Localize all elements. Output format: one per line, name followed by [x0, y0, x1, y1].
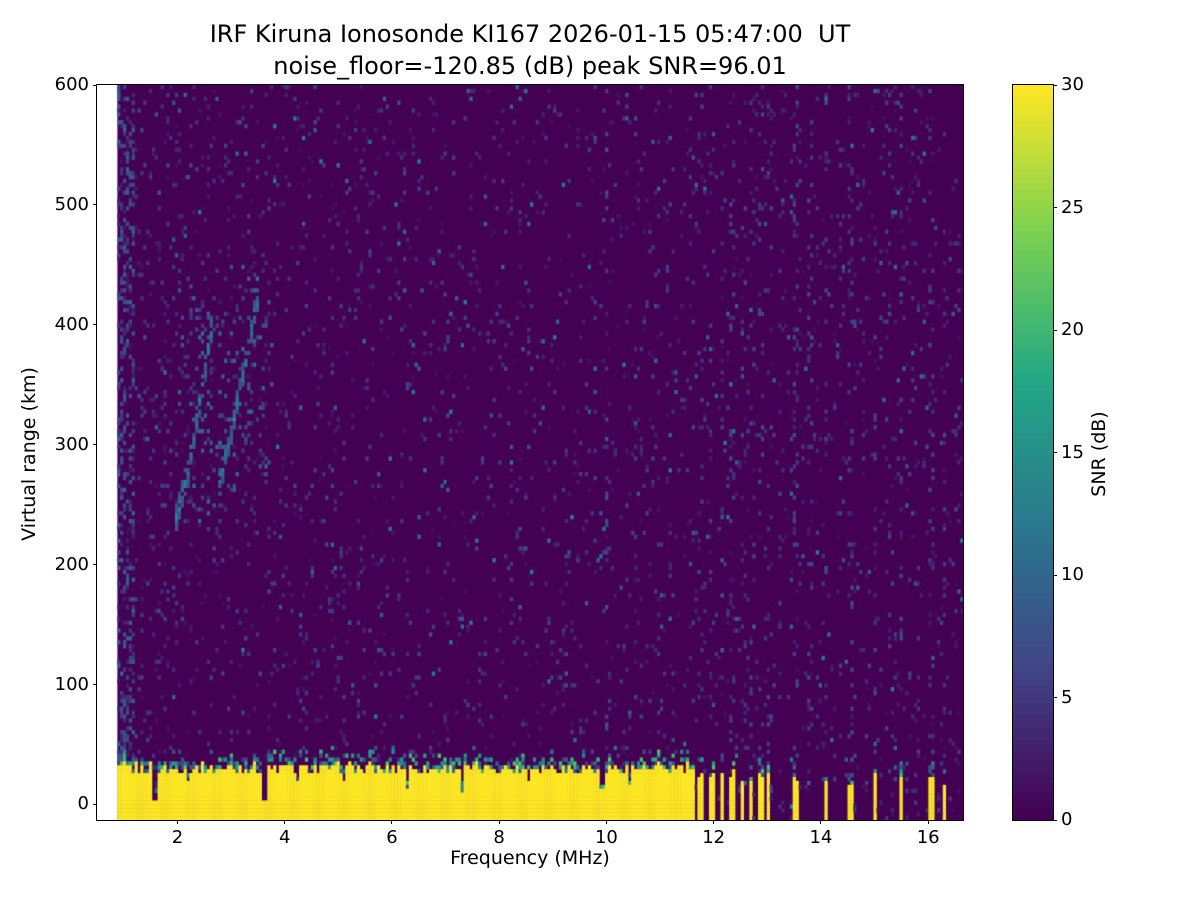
y-tick-mark [93, 444, 97, 446]
x-tick-label: 8 [493, 827, 505, 848]
x-tick-label: 14 [809, 827, 833, 848]
colorbar-tick-mark [1053, 819, 1057, 821]
colorbar-tick-label: 5 [1061, 686, 1073, 708]
colorbar-tick-label: 0 [1061, 809, 1073, 830]
colorbar-tick-mark [1053, 207, 1057, 208]
y-tick-label: 300 [54, 433, 89, 455]
x-tick-mark [176, 820, 178, 824]
x-tick-mark [713, 820, 715, 824]
x-tick-mark [820, 820, 822, 824]
y-tick-mark [93, 204, 97, 206]
colorbar-tick-mark [1053, 452, 1057, 453]
x-tick-mark [605, 820, 607, 824]
colorbar-tick-label: 10 [1061, 564, 1084, 585]
ionogram-heatmap [97, 85, 963, 820]
x-tick-mark [284, 820, 286, 824]
colorbar-tick-mark [1053, 574, 1057, 576]
x-tick-label: 2 [171, 827, 184, 848]
y-tick-label: 0 [77, 793, 89, 815]
x-tick-mark [927, 820, 929, 824]
y-tick-label: 100 [54, 673, 89, 695]
y-tick-label: 200 [54, 553, 89, 575]
chart-subtitle: noise_floor=-120.85 (dB) peak SNR=96.01 [273, 52, 787, 80]
x-tick-mark [391, 820, 393, 824]
y-tick-mark [93, 564, 97, 566]
colorbar-tick-label: 30 [1061, 74, 1084, 95]
y-tick-mark [93, 684, 97, 685]
colorbar-tick-mark [1053, 697, 1057, 698]
colorbar-tick-label: 25 [1061, 196, 1084, 218]
y-tick-mark [93, 324, 97, 326]
x-tick-label: 16 [916, 827, 940, 848]
y-tick-mark [93, 803, 97, 805]
y-tick-label: 500 [54, 193, 89, 215]
chart-title: IRF Kiruna Ionosonde KI167 2026-01-15 05… [209, 20, 851, 48]
colorbar-tick-label: 15 [1061, 441, 1084, 463]
colorbar-tick-label: 20 [1061, 319, 1084, 340]
x-tick-label: 10 [594, 827, 618, 848]
x-tick-label: 6 [386, 827, 398, 848]
y-tick-label: 600 [54, 74, 89, 95]
plot-border [96, 84, 964, 821]
x-tick-label: 12 [702, 827, 726, 848]
x-tick-mark [498, 820, 500, 824]
y-tick-mark [93, 84, 97, 86]
x-axis-label: Frequency (MHz) [450, 847, 610, 869]
colorbar-tick-mark [1053, 329, 1057, 331]
x-tick-label: 4 [278, 827, 291, 848]
colorbar-tick-mark [1053, 84, 1057, 86]
y-tick-label: 400 [54, 313, 89, 335]
colorbar-gradient [1013, 85, 1053, 820]
